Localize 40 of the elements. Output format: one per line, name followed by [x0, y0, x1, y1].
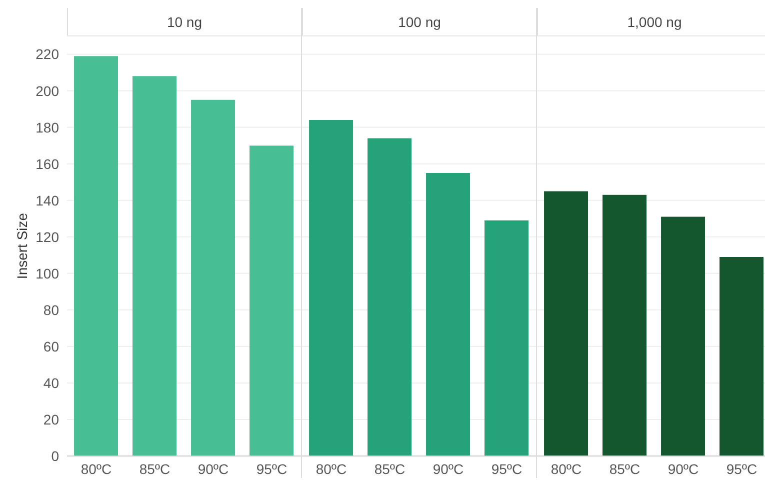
y-tick-label: 20 [43, 411, 60, 428]
x-tick-label: 95ºC [726, 460, 758, 477]
y-tick-label: 140 [36, 192, 60, 208]
bar [720, 256, 764, 456]
y-tick-label: 220 [36, 46, 60, 62]
y-tick-label: 180 [36, 119, 60, 136]
y-axis-title: Insert Size [14, 212, 30, 280]
bar [368, 138, 412, 456]
bar [132, 76, 177, 456]
x-tick-label: 95ºC [256, 460, 288, 477]
x-tick-label: 80ºC [550, 460, 582, 477]
chart-title: 10 ng [67, 8, 301, 36]
y-tick-label: 80 [43, 302, 60, 318]
y-tick-label: 160 [36, 156, 60, 172]
bar [602, 194, 647, 456]
bar [544, 191, 588, 456]
bar [661, 216, 706, 456]
x-tick-label: 85ºC [609, 460, 640, 477]
y-tick-label: 100 [36, 265, 60, 282]
x-tick-label: 80ºC [316, 460, 347, 477]
bar [191, 100, 236, 456]
x-tick-label: 95ºC [491, 460, 522, 477]
x-tick-label: 80ºC [80, 460, 112, 477]
y-tick-label: 0 [51, 448, 60, 464]
chart-title: 100 ng [302, 8, 536, 36]
y-tick-label: 200 [36, 82, 60, 99]
bar [74, 56, 118, 456]
y-tick-label: 60 [43, 338, 60, 354]
bar [250, 146, 294, 456]
x-tick-label: 90ºC [668, 460, 699, 477]
y-tick-label: 120 [36, 228, 60, 245]
x-tick-label: 90ºC [198, 460, 229, 477]
x-tick-label: 90ºC [432, 460, 464, 477]
y-tick-label: 40 [43, 374, 60, 391]
x-tick-label: 85ºC [374, 460, 406, 477]
x-tick-label: 85ºC [139, 460, 170, 477]
bar [484, 220, 529, 456]
bar [309, 120, 354, 456]
bar [426, 172, 470, 456]
chart-title: 1,000 ng [537, 8, 765, 36]
